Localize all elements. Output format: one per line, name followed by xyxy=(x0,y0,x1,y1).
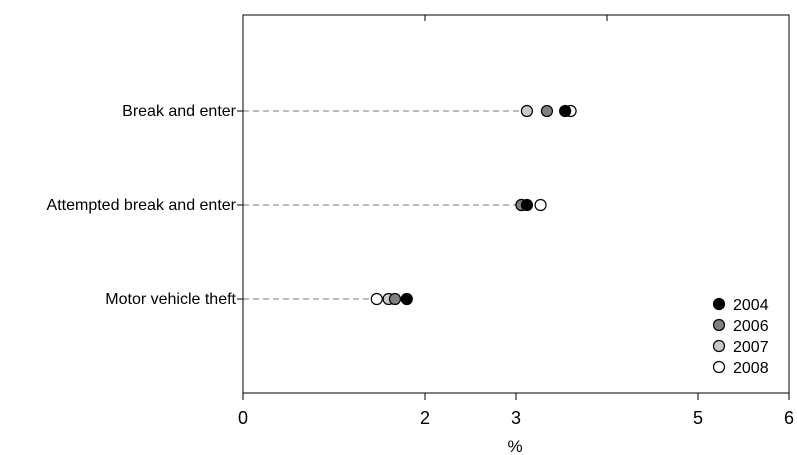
legend-marker xyxy=(712,297,726,311)
data-point-2004 xyxy=(400,292,413,306)
legend-label: 2008 xyxy=(733,360,769,377)
legend-marker xyxy=(712,360,726,374)
category-guides xyxy=(243,110,527,300)
x-tick-label: 2 xyxy=(420,408,430,428)
category-label: Attempted break and enter xyxy=(47,197,237,214)
category-label: Motor vehicle theft xyxy=(105,291,236,308)
x-tick-label: 5 xyxy=(693,408,703,428)
data-point-2006 xyxy=(540,104,554,118)
data-point-2008 xyxy=(534,198,547,212)
data-points xyxy=(370,104,577,306)
data-point-2008 xyxy=(370,292,383,306)
x-tick-label: 0 xyxy=(238,408,248,428)
data-point-2007 xyxy=(520,104,534,118)
x-axis-title: % xyxy=(507,437,522,455)
legend-label: 2006 xyxy=(733,318,769,335)
legend-label: 2004 xyxy=(733,297,769,314)
legend: 2004 2006 2007 2008 xyxy=(712,297,769,377)
legend-label: 2007 xyxy=(733,339,769,356)
top-axis-ticks xyxy=(242,15,790,21)
category-labels: Break and enter Attempted break and enter… xyxy=(47,103,243,308)
legend-marker xyxy=(712,339,726,353)
data-point-2004 xyxy=(520,198,534,212)
x-axis: 0 2 3 5 6 xyxy=(238,393,794,428)
x-tick-label: 3 xyxy=(511,408,521,428)
data-point-2004 xyxy=(559,104,572,118)
category-label: Break and enter xyxy=(122,103,237,120)
legend-marker xyxy=(712,318,726,332)
data-point-2006 xyxy=(388,292,402,306)
x-tick-label: 6 xyxy=(784,408,794,428)
